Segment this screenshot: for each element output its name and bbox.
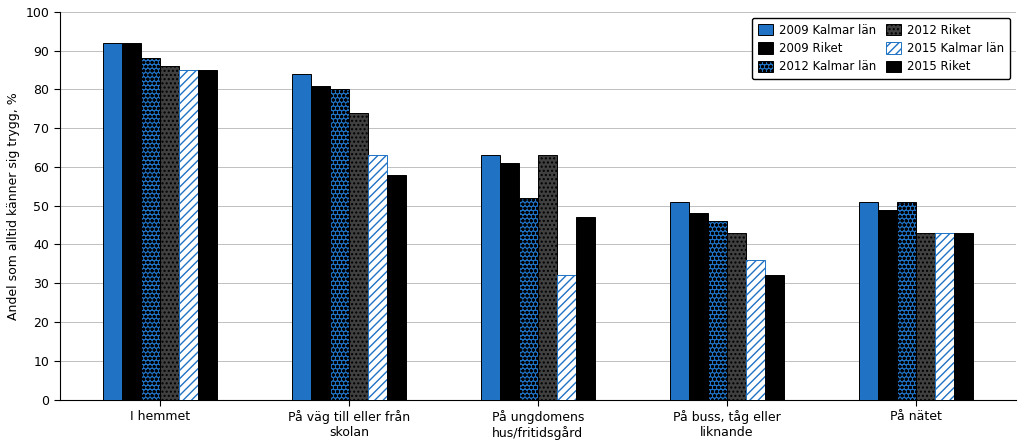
Bar xyxy=(519,198,538,400)
Bar xyxy=(897,202,916,400)
Bar xyxy=(197,70,217,400)
Bar xyxy=(179,70,197,400)
Bar xyxy=(160,66,179,400)
Legend: 2009 Kalmar län, 2009 Riket, 2012 Kalmar län, 2012 Riket, 2015 Kalmar län, 2015 : 2009 Kalmar län, 2009 Riket, 2012 Kalmar… xyxy=(752,18,1010,79)
Bar xyxy=(103,43,122,400)
Bar xyxy=(387,175,406,400)
Bar xyxy=(576,217,594,400)
Bar xyxy=(311,85,330,400)
Bar xyxy=(727,233,746,400)
Bar xyxy=(746,260,765,400)
Bar xyxy=(330,89,349,400)
Bar xyxy=(935,233,953,400)
Bar xyxy=(349,113,368,400)
Bar xyxy=(557,275,576,400)
Y-axis label: Andel som alltid känner sig trygg, %: Andel som alltid känner sig trygg, % xyxy=(7,92,19,320)
Bar xyxy=(765,275,784,400)
Bar xyxy=(481,156,500,400)
Bar xyxy=(670,202,690,400)
Bar xyxy=(878,210,897,400)
Bar xyxy=(141,59,160,400)
Bar xyxy=(293,74,311,400)
Bar xyxy=(690,214,708,400)
Bar xyxy=(859,202,878,400)
Bar xyxy=(368,156,387,400)
Bar xyxy=(538,156,557,400)
Bar xyxy=(916,233,935,400)
Bar xyxy=(953,233,973,400)
Bar xyxy=(500,163,519,400)
Bar xyxy=(122,43,141,400)
Bar xyxy=(708,221,727,400)
